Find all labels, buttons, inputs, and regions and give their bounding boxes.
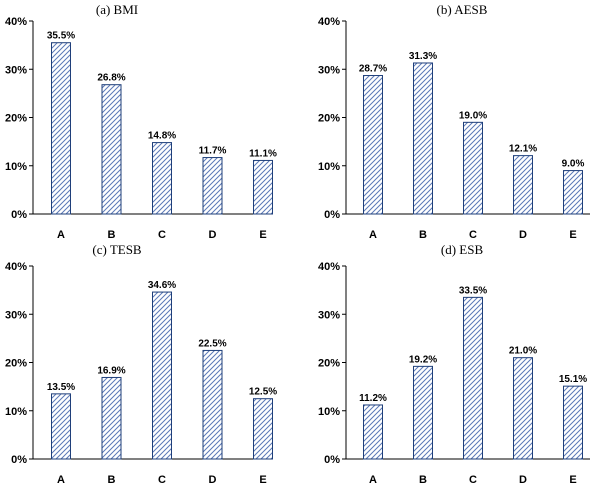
y-tick-label: 20% bbox=[5, 113, 27, 125]
x-tick-label: D bbox=[519, 474, 527, 484]
x-tick-label: E bbox=[569, 229, 576, 241]
y-tick-label: 0% bbox=[11, 209, 27, 221]
panel-tesb: (c) TESB 0% 10% 20% 30% 40% 13.5% A 16.9% B 34.6% C… bbox=[5, 242, 277, 484]
bar-tesb-e bbox=[253, 398, 273, 460]
data-label: 15.1% bbox=[559, 374, 587, 385]
panel-bmi: (a) BMI 0% 10% 20% 30% 40% 35.5% A 26.8% B 14.8% C 1… bbox=[5, 2, 277, 241]
bar-aesb-d bbox=[513, 155, 533, 215]
data-label: 11.2% bbox=[359, 393, 387, 404]
bar-aesb-c bbox=[463, 121, 483, 215]
panel-esb: (d) ESB 0% 10% 20% 30% 40% 11.2% A 19.2% B 33.5% C 2… bbox=[318, 242, 590, 484]
bar-bmi-c bbox=[152, 142, 172, 215]
panel-title: (c) TESB bbox=[92, 242, 142, 257]
y-tick-label: 10% bbox=[5, 406, 27, 418]
bar-aesb-b bbox=[413, 62, 433, 215]
bar-tesb-d bbox=[202, 349, 223, 460]
bar-bmi-e bbox=[253, 159, 273, 215]
y-tick-label: 40% bbox=[5, 16, 27, 28]
panel-title: (a) BMI bbox=[96, 2, 138, 17]
bar-esb-b bbox=[413, 365, 433, 460]
x-tick-label: D bbox=[209, 474, 217, 484]
bar-esb-d bbox=[513, 357, 533, 460]
x-tick-label: A bbox=[369, 474, 377, 484]
data-label: 31.3% bbox=[409, 51, 437, 62]
bar-bmi-d bbox=[202, 157, 223, 215]
x-tick-label: D bbox=[519, 229, 527, 241]
y-tick-label: 10% bbox=[318, 406, 340, 418]
y-tick-label: 0% bbox=[324, 209, 340, 221]
bar-tesb-c bbox=[152, 291, 172, 460]
y-tick-label: 40% bbox=[5, 261, 27, 273]
bar-aesb-e bbox=[563, 170, 583, 215]
data-label: 34.6% bbox=[148, 280, 176, 291]
data-label: 14.8% bbox=[148, 131, 176, 142]
x-tick-label: C bbox=[158, 474, 166, 484]
data-label: 12.1% bbox=[509, 144, 537, 155]
y-tick-label: 30% bbox=[5, 64, 27, 76]
bar-esb-c bbox=[463, 296, 483, 460]
bar-aesb-a bbox=[363, 75, 383, 215]
data-label: 19.2% bbox=[409, 354, 437, 365]
x-tick-label: C bbox=[469, 229, 477, 241]
data-label: 11.1% bbox=[249, 148, 277, 159]
bar-esb-e bbox=[563, 385, 583, 460]
y-tick-label: 0% bbox=[11, 454, 27, 466]
bar-esb-a bbox=[363, 404, 383, 460]
data-label: 33.5% bbox=[459, 285, 487, 296]
x-tick-label: E bbox=[569, 474, 576, 484]
bar-tesb-b bbox=[101, 376, 122, 460]
y-tick-label: 30% bbox=[5, 309, 27, 321]
x-tick-label: B bbox=[108, 229, 116, 241]
data-label: 9.0% bbox=[562, 159, 585, 170]
x-tick-label: B bbox=[419, 229, 427, 241]
data-label: 26.8% bbox=[97, 73, 125, 84]
x-tick-label: E bbox=[259, 474, 266, 484]
x-tick-label: A bbox=[369, 229, 377, 241]
x-tick-label: A bbox=[57, 474, 65, 484]
y-tick-label: 40% bbox=[318, 16, 340, 28]
x-tick-label: C bbox=[469, 474, 477, 484]
panel-title: (b) AESB bbox=[437, 2, 488, 17]
data-label: 35.5% bbox=[47, 31, 75, 42]
y-tick-label: 10% bbox=[318, 161, 340, 173]
data-label: 13.5% bbox=[47, 382, 75, 393]
data-label: 11.7% bbox=[199, 146, 227, 157]
y-tick-label: 30% bbox=[318, 64, 340, 76]
x-tick-label: E bbox=[259, 229, 266, 241]
panel-aesb: (b) AESB 0% 10% 20% 30% 40% 28.7% A 31.3% B 19.0% C… bbox=[318, 2, 590, 241]
y-tick-label: 10% bbox=[5, 161, 27, 173]
bar-bmi-a bbox=[51, 42, 71, 215]
panel-title: (d) ESB bbox=[441, 242, 484, 257]
data-label: 12.5% bbox=[249, 387, 277, 398]
bar-bmi-b bbox=[101, 84, 122, 215]
x-tick-label: B bbox=[108, 474, 116, 484]
y-tick-label: 20% bbox=[318, 113, 340, 125]
y-tick-label: 20% bbox=[5, 358, 27, 370]
y-tick-label: 20% bbox=[318, 358, 340, 370]
x-tick-label: A bbox=[57, 229, 65, 241]
x-tick-label: C bbox=[158, 229, 166, 241]
x-tick-label: D bbox=[209, 229, 217, 241]
y-tick-label: 0% bbox=[324, 454, 340, 466]
x-tick-label: B bbox=[419, 474, 427, 484]
data-label: 16.9% bbox=[97, 365, 125, 376]
y-tick-label: 30% bbox=[318, 309, 340, 321]
data-label: 21.0% bbox=[509, 346, 537, 357]
data-label: 22.5% bbox=[198, 338, 226, 349]
y-tick-label: 40% bbox=[318, 261, 340, 273]
data-label: 28.7% bbox=[359, 64, 387, 75]
data-label: 19.0% bbox=[459, 110, 487, 121]
bar-tesb-a bbox=[51, 393, 71, 460]
